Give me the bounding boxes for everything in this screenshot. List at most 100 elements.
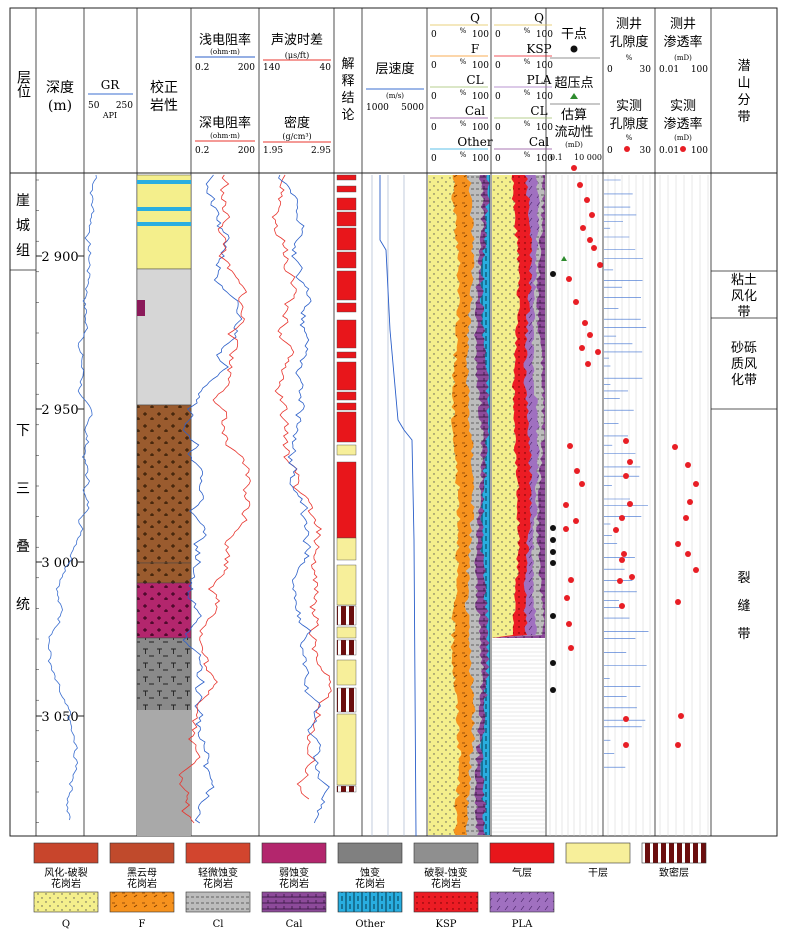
svg-text:GR: GR [101, 78, 121, 92]
mineral-min: 0 [495, 123, 501, 133]
lithology-header: 校正 岩性 [150, 79, 178, 114]
flow-capacity-point [568, 577, 574, 583]
mineral-unit: % [524, 89, 531, 97]
svg-text:层位: 层位 [15, 70, 31, 98]
flow-capacity-point [563, 502, 569, 508]
legend-swatch [337, 891, 403, 913]
interp-band-gas [336, 402, 357, 411]
svg-text:200: 200 [238, 146, 255, 156]
zone-label: 带 [737, 627, 750, 642]
svg-text:100: 100 [691, 65, 708, 75]
svg-text:(m): (m) [48, 98, 72, 114]
flow-capacity-point [597, 262, 603, 268]
svg-text:带: 带 [737, 110, 750, 125]
svg-text:%: % [626, 134, 633, 142]
permeability-header: 测井 渗透率 (mD) 0.01 100 实测 渗透率 (mD) 0.01 10… [659, 17, 708, 156]
mineral-min: 0 [495, 154, 501, 164]
svg-text:250: 250 [116, 101, 133, 111]
measured-porosity-point [617, 578, 623, 584]
interp-band-tight [336, 785, 357, 793]
mineral-max: 100 [472, 92, 489, 102]
interp-band-dry [336, 444, 357, 456]
svg-text:潜: 潜 [737, 59, 750, 74]
measured-permeability-point [693, 481, 699, 487]
svg-text:分: 分 [737, 93, 750, 108]
mineral-track2-header: Q% 0 100 KSP% 0 100 PLA% 0 100 CL% 0 100 Cal% 0 100 [494, 11, 553, 164]
flow-capacity-point [595, 349, 601, 355]
zone-header: 潜 山 分 带 [737, 59, 750, 125]
mineral-unit: % [460, 120, 467, 128]
interp-band-tight [336, 639, 357, 656]
legend-row1: 风化-破裂花岗岩黑云母花岗岩轻微蚀变花岗岩弱蚀变花岗岩蚀变花岗岩破裂-蚀变花岗岩… [33, 842, 707, 890]
legend-label: Cl [213, 919, 224, 930]
svg-text:干点: 干点 [561, 27, 587, 42]
svg-text:测井: 测井 [616, 17, 642, 32]
formation-label: 统 [16, 597, 30, 613]
legend-swatch [185, 891, 251, 913]
svg-text:100: 100 [691, 146, 708, 156]
mineral-max: 100 [536, 61, 553, 71]
legend-swatch [413, 891, 479, 913]
mineral-name: CL [466, 73, 483, 87]
interp-band-gas [336, 211, 357, 227]
interp-band-tight [336, 605, 357, 626]
dry-point-symbol [570, 45, 578, 53]
interp-band-gas [336, 251, 357, 269]
porosity-header: 测井 孔隙度 % 0 30 实测 孔隙度 % 0 30 [607, 17, 651, 156]
interp-band-gas [336, 319, 357, 349]
legend-swatch [109, 891, 175, 913]
measured-porosity-point [619, 557, 625, 563]
svg-text:声波时差: 声波时差 [271, 33, 323, 48]
interp-band-dry [336, 659, 357, 686]
mineral-unit: % [524, 27, 531, 35]
svg-text:50: 50 [88, 101, 100, 111]
legend-label: 花岗岩 [355, 877, 385, 890]
flow-capacity-point [582, 320, 588, 326]
legend-swatch [565, 842, 631, 864]
mineral-min: 0 [431, 154, 437, 164]
legend-label: 轻微蚀变 [198, 866, 238, 879]
interp-band-gas [336, 227, 357, 251]
svg-text:深电阻率: 深电阻率 [199, 115, 251, 131]
svg-text:层速度: 层速度 [375, 61, 414, 77]
legend-label: 致密层 [659, 866, 689, 879]
svg-text:岩性: 岩性 [150, 98, 178, 114]
velocity-header: 层速度 (m/s) 1000 5000 [366, 61, 424, 113]
svg-text:(μs/ft): (μs/ft) [285, 51, 309, 60]
legend-swatch [489, 891, 555, 913]
interpretation-header: 解 释 结 论 [341, 57, 354, 123]
svg-text:渗透率: 渗透率 [663, 116, 702, 132]
measured-permeability-point [683, 515, 689, 521]
dry-point [550, 687, 556, 693]
measured-porosity-point [613, 527, 619, 533]
measured-porosity-point [627, 459, 633, 465]
zone-label: 粘土 [731, 273, 757, 288]
depth-tick-label: 2 950 [41, 403, 78, 418]
lithology-column [136, 174, 192, 837]
svg-text:30: 30 [640, 65, 652, 75]
legend-label: Other [355, 919, 385, 930]
svg-text:0.01: 0.01 [659, 146, 679, 156]
depth-tick-label: 3 050 [41, 710, 78, 725]
legend-label: 花岗岩 [431, 877, 461, 890]
interp-band-gas [336, 391, 357, 401]
measured-porosity-point [621, 551, 627, 557]
mineral-name: PLA [527, 73, 552, 87]
legend-label: 花岗岩 [51, 877, 81, 890]
svg-text:估算: 估算 [561, 108, 587, 123]
legend-swatch [413, 842, 479, 864]
mineral-max: 100 [472, 61, 489, 71]
interp-band-gas [336, 174, 357, 181]
zone-label: 缝 [737, 599, 750, 614]
flow-capacity-point [579, 481, 585, 487]
svg-text:密度: 密度 [284, 115, 310, 131]
svg-text:5000: 5000 [401, 103, 424, 113]
svg-text:浅电阻率: 浅电阻率 [199, 32, 251, 48]
svg-text:0: 0 [607, 65, 613, 75]
mineral-name: CL [530, 104, 547, 118]
measured-permeability-point [685, 462, 691, 468]
mineral-name: Q [534, 11, 544, 25]
svg-text:实测: 实测 [616, 99, 642, 114]
legend-label: 花岗岩 [127, 877, 157, 890]
dry-point [550, 271, 556, 277]
